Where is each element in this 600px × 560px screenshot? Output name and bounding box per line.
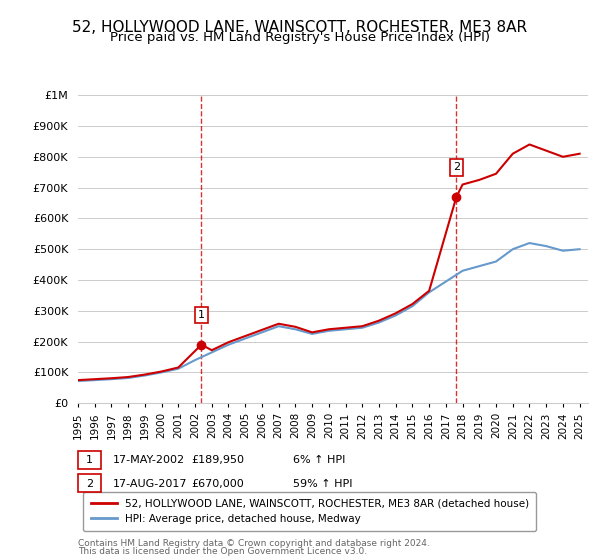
- Text: £189,950: £189,950: [191, 455, 244, 465]
- Text: 1: 1: [198, 310, 205, 320]
- Text: 17-MAY-2002: 17-MAY-2002: [113, 455, 185, 465]
- Text: £670,000: £670,000: [191, 479, 244, 489]
- Text: 59% ↑ HPI: 59% ↑ HPI: [293, 479, 352, 489]
- Text: This data is licensed under the Open Government Licence v3.0.: This data is licensed under the Open Gov…: [78, 547, 367, 556]
- Text: 6% ↑ HPI: 6% ↑ HPI: [293, 455, 345, 465]
- Text: 17-AUG-2017: 17-AUG-2017: [113, 479, 187, 489]
- Text: Contains HM Land Registry data © Crown copyright and database right 2024.: Contains HM Land Registry data © Crown c…: [78, 539, 430, 548]
- Legend: 52, HOLLYWOOD LANE, WAINSCOTT, ROCHESTER, ME3 8AR (detached house), HPI: Average: 52, HOLLYWOOD LANE, WAINSCOTT, ROCHESTER…: [83, 492, 536, 531]
- Text: 1: 1: [86, 455, 93, 465]
- Text: 52, HOLLYWOOD LANE, WAINSCOTT, ROCHESTER, ME3 8AR: 52, HOLLYWOOD LANE, WAINSCOTT, ROCHESTER…: [73, 20, 527, 35]
- Text: 2: 2: [453, 162, 460, 172]
- Text: Price paid vs. HM Land Registry's House Price Index (HPI): Price paid vs. HM Land Registry's House …: [110, 31, 490, 44]
- Text: 2: 2: [86, 479, 93, 489]
